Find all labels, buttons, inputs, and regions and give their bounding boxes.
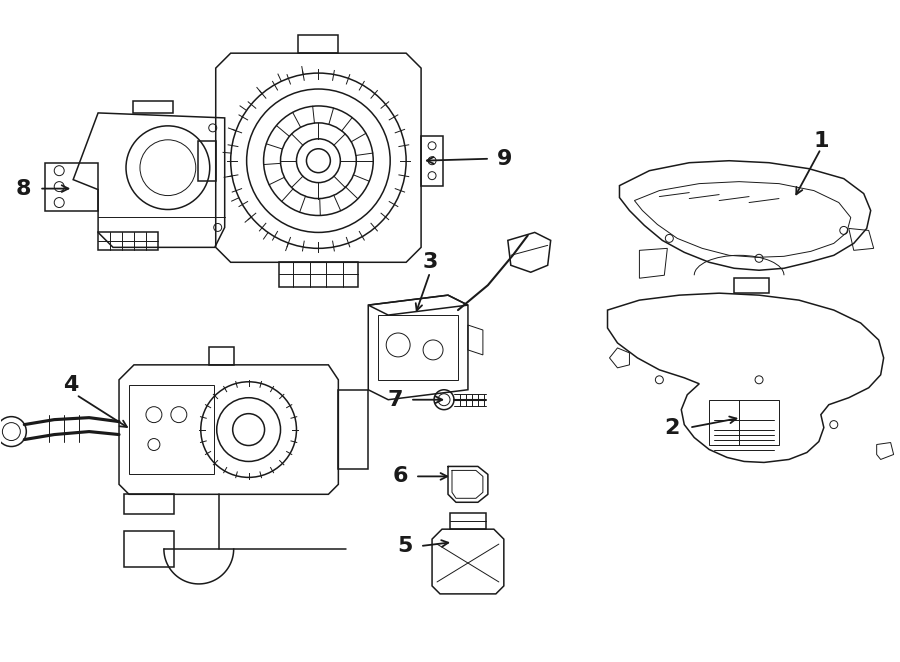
Text: 7: 7 — [387, 390, 403, 410]
Text: 2: 2 — [664, 418, 680, 438]
Text: 3: 3 — [422, 252, 437, 272]
Text: 8: 8 — [15, 179, 32, 199]
Text: 9: 9 — [497, 149, 512, 169]
Text: 1: 1 — [813, 131, 829, 151]
Text: 4: 4 — [64, 375, 79, 395]
Text: 5: 5 — [398, 536, 413, 556]
Text: 6: 6 — [392, 467, 408, 487]
